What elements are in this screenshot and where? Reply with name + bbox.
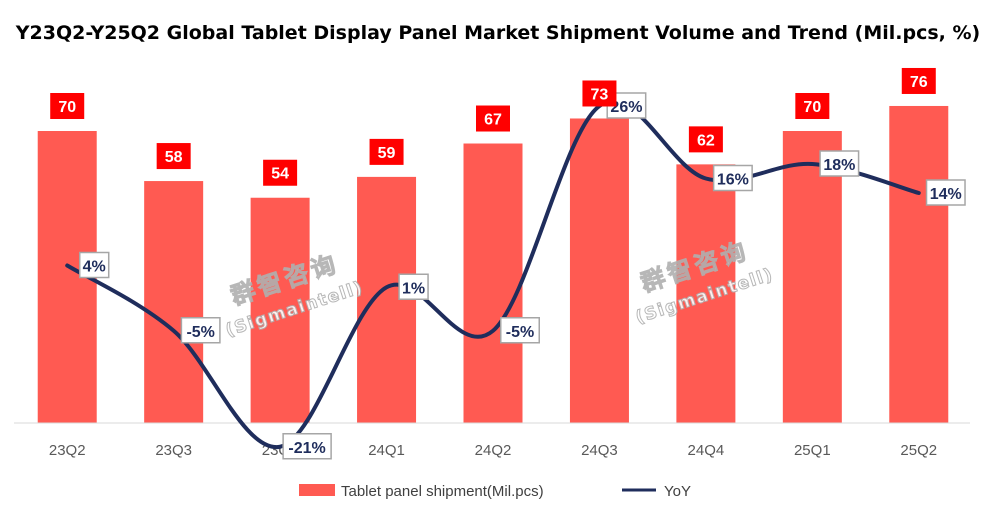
bar-series (37, 105, 949, 423)
yoy-label-box (819, 150, 860, 177)
yoy-value-label: 4% (83, 259, 106, 276)
yoy-label-box (712, 164, 753, 192)
bar-value-label: 59 (378, 145, 396, 162)
bar-value-box (156, 143, 191, 170)
bar-value-box (901, 67, 936, 94)
legend-label-bar: Tablet panel shipment(Mil.pcs) (341, 483, 544, 500)
bar-value-label: 67 (484, 112, 502, 129)
yoy-value-label: -21% (288, 440, 325, 457)
bar-value-label: 76 (910, 74, 928, 91)
x-tick-label: 24Q1 (368, 442, 405, 459)
bar (144, 181, 204, 423)
x-tick-label: 25Q1 (794, 442, 831, 459)
legend-label-line: YoY (664, 483, 691, 500)
bar-value-label: 58 (165, 149, 183, 166)
yoy-value-label: 14% (930, 186, 962, 203)
bar-value-box (476, 105, 510, 132)
bar (782, 131, 842, 423)
bar-value-label: 70 (58, 99, 76, 116)
legend-swatch-bar (299, 484, 335, 496)
yoy-value-label: 18% (823, 157, 855, 174)
bar (676, 164, 736, 423)
bar-value-label: 54 (271, 166, 289, 183)
x-tick-label: 25Q2 (900, 442, 937, 459)
yoy-label-box (500, 317, 540, 344)
yoy-value-label: 16% (717, 172, 749, 189)
bar (463, 143, 523, 423)
bar-value-box (263, 159, 298, 186)
chart-title: Y23Q2-Y25Q2 Global Tablet Display Panel … (15, 22, 981, 44)
bar-value-box (369, 138, 404, 165)
yoy-label-box (282, 433, 332, 460)
bar-value-box (582, 80, 617, 107)
yoy-value-label: -5% (186, 324, 214, 341)
yoy-label-box (180, 317, 221, 344)
yoy-label-box (925, 179, 966, 206)
x-axis-ticks: 23Q2 23Q3 23Q4 24Q1 24Q2 24Q3 24Q4 25Q1 25Q2 (49, 442, 937, 459)
yoy-value-label: 1% (402, 280, 425, 297)
bar (250, 197, 310, 423)
x-tick-label: 24Q3 (581, 442, 618, 459)
bar-value-box (795, 93, 830, 119)
bar-value-box (688, 126, 723, 153)
bar-label-series: 70 58 54 59 67 73 62 70 76 (50, 67, 936, 186)
yoy-value-label: 26% (610, 99, 642, 116)
bar-value-label: 73 (591, 86, 609, 103)
bar-value-label: 62 (697, 132, 715, 149)
x-tick-label: 23Q3 (155, 442, 192, 459)
x-tick-label: 24Q4 (688, 442, 725, 459)
legend: Tablet panel shipment(Mil.pcs) YoY (299, 483, 691, 500)
yoy-label-box (398, 273, 429, 300)
bar-value-label: 70 (803, 99, 821, 116)
bar (569, 118, 629, 423)
yoy-label-box (78, 251, 110, 279)
x-tick-label: 23Q2 (49, 442, 86, 459)
x-tick-label: 24Q2 (475, 442, 512, 459)
yoy-value-label: -5% (506, 324, 534, 341)
bar-value-box (50, 93, 85, 119)
bar (889, 105, 949, 423)
yoy-label-series: 4% -5% -21% 1% -5% 26% 16% 18% 14% (78, 92, 966, 460)
